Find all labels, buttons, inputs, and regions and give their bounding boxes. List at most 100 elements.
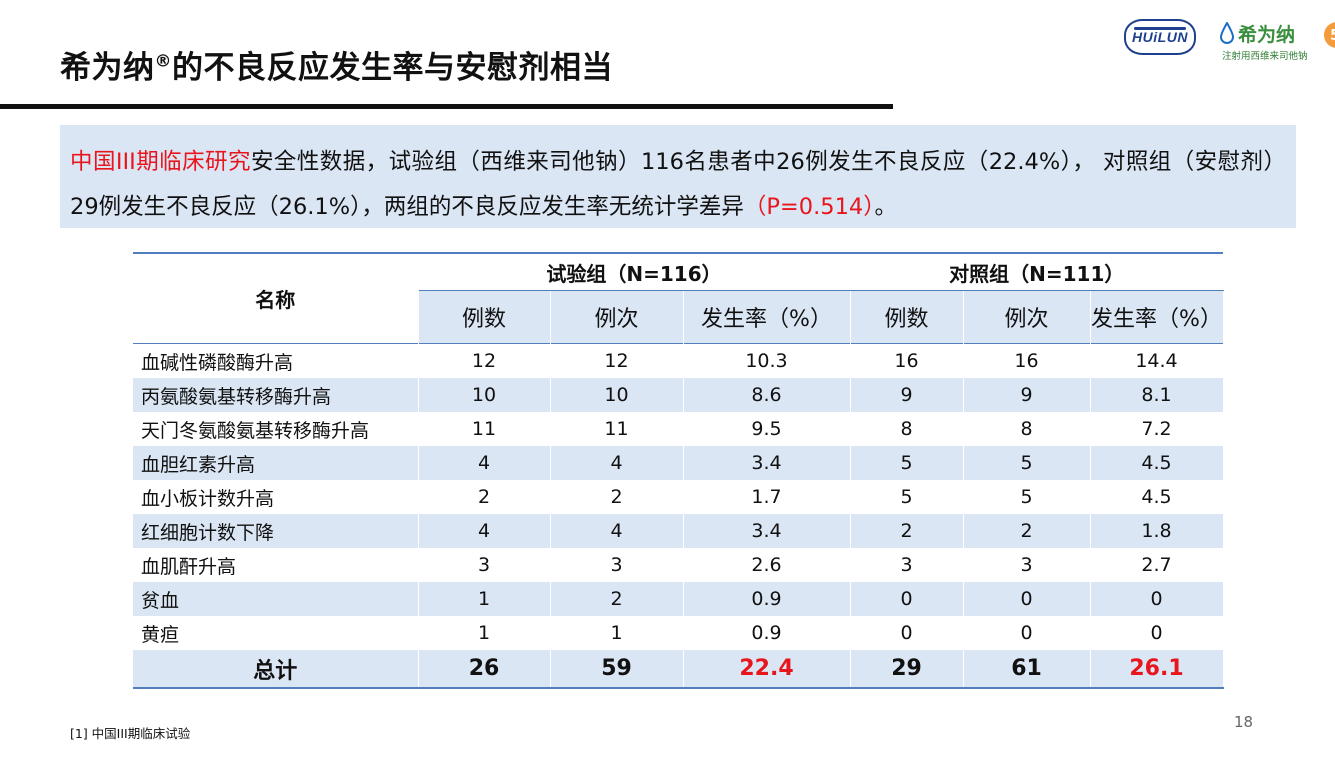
table-cell: 14.4	[1090, 343, 1224, 378]
total-label: 总计	[133, 650, 419, 689]
table-cell: 10	[550, 378, 684, 412]
table-cell: 2	[418, 480, 551, 514]
table-cell: 10.3	[683, 343, 851, 378]
table-cell: 4	[550, 446, 684, 480]
total-cell: 61	[963, 650, 1091, 689]
summary-text: 安全性数据，试验组（西维来司他钠）116名患者中26例发生不良反应（22.4%）…	[70, 149, 1286, 220]
table-cell: 2	[550, 480, 684, 514]
table-cell: 9.5	[683, 412, 851, 446]
table-cell: 16	[850, 343, 964, 378]
table-subheader-row: 例数 例次 发生率（%） 例数 例次 发生率（%）	[133, 290, 1224, 344]
table-cell: 8.1	[1090, 378, 1224, 412]
total-rate-cell: 22.4	[683, 650, 851, 689]
table-cell: 2.7	[1090, 548, 1224, 582]
table-cell: 11	[550, 412, 684, 446]
table-row: 天门冬氨酸氨基转移酶升高 11 11 9.5 8 8 7.2	[133, 412, 1224, 446]
table-cell: 12	[550, 343, 684, 378]
table-cell: 0	[963, 616, 1091, 650]
total-cell: 29	[850, 650, 964, 689]
table-cell: 0	[963, 582, 1091, 616]
row-name: 红细胞计数下降	[133, 514, 419, 548]
summary-highlight: 中国III期临床研究	[70, 149, 251, 175]
table-row: 血小板计数升高 2 2 1.7 5 5 4.5	[133, 480, 1224, 514]
registered-mark: ®	[154, 51, 172, 72]
subheader-cell: 例数	[418, 290, 551, 344]
group-b-header: 对照组（N=111）	[850, 252, 1224, 291]
table-cell: 16	[963, 343, 1091, 378]
table-cell: 3	[850, 548, 964, 582]
table-row: 红细胞计数下降 4 4 3.4 2 2 1.8	[133, 514, 1224, 548]
row-name: 血碱性磷酸酶升高	[133, 343, 419, 378]
summary-box: 中国III期临床研究安全性数据，试验组（西维来司他钠）116名患者中26例发生不…	[60, 125, 1296, 228]
table-row: 贫血 1 2 0.9 0 0 0	[133, 582, 1224, 616]
table-cell: 2	[550, 582, 684, 616]
table-cell: 2	[963, 514, 1091, 548]
brand-badge: 5	[1324, 22, 1335, 48]
table-cell: 2.6	[683, 548, 851, 582]
table-cell: 3.4	[683, 514, 851, 548]
table-cell: 3	[418, 548, 551, 582]
table-cell: 0	[1090, 616, 1224, 650]
table-cell: 0	[850, 582, 964, 616]
total-rate-cell: 26.1	[1090, 650, 1224, 689]
table-cell: 4	[550, 514, 684, 548]
total-row: 总计 26 59 22.4 29 61 26.1	[133, 650, 1224, 689]
row-name: 血胆红素升高	[133, 446, 419, 480]
table-cell: 4	[418, 514, 551, 548]
subheader-cell: 例次	[963, 290, 1091, 344]
table-cell: 11	[418, 412, 551, 446]
summary-p-value: （P=0.514）	[743, 194, 875, 220]
row-name: 血小板计数升高	[133, 480, 419, 514]
table-cell: 5	[850, 446, 964, 480]
row-name: 天门冬氨酸氨基转移酶升高	[133, 412, 419, 446]
page-number: 18	[1234, 713, 1254, 731]
water-drop-icon	[1220, 22, 1234, 44]
total-cell: 59	[550, 650, 684, 689]
subheader-cell: 例数	[850, 290, 964, 344]
title-underline	[0, 104, 893, 109]
table-cell: 5	[850, 480, 964, 514]
brand-subtitle: 注射用西维来司他钠	[1222, 51, 1308, 62]
huilun-logo-text: HUiLUN	[1132, 29, 1188, 45]
subheader-cell: 发生率（%）	[1090, 290, 1224, 344]
subheader-cell: 发生率（%）	[683, 290, 851, 344]
table-cell: 3	[963, 548, 1091, 582]
table-cell: 9	[963, 378, 1091, 412]
table-cell: 4.5	[1090, 446, 1224, 480]
table-header-row: 名称 试验组（N=116） 对照组（N=111）	[133, 252, 1224, 344]
table-cell: 8.6	[683, 378, 851, 412]
table-cell: 3	[550, 548, 684, 582]
subheader-cell: 例次	[550, 290, 684, 344]
table-cell: 2	[850, 514, 964, 548]
table-cell: 0	[850, 616, 964, 650]
row-name: 黄疸	[133, 616, 419, 650]
row-name: 丙氨酸氨基转移酶升高	[133, 378, 419, 412]
table-cell: 0	[1090, 582, 1224, 616]
page-title: 希为纳®的不良反应发生率与安慰剂相当	[60, 42, 613, 87]
table-row: 血碱性磷酸酶升高 12 12 10.3 16 16 14.4	[133, 343, 1224, 378]
table-cell: 10	[418, 378, 551, 412]
title-rest: 的不良反应发生率与安慰剂相当	[172, 50, 613, 86]
table-cell: 4.5	[1090, 480, 1224, 514]
table-cell: 1	[418, 616, 551, 650]
table-cell: 0.9	[683, 582, 851, 616]
total-cell: 26	[418, 650, 551, 689]
table-cell: 3.4	[683, 446, 851, 480]
table-cell: 12	[418, 343, 551, 378]
table-cell: 1	[418, 582, 551, 616]
row-name: 血肌酐升高	[133, 548, 419, 582]
group-a-header: 试验组（N=116）	[418, 252, 851, 291]
table-cell: 8	[850, 412, 964, 446]
brand-logo: 希为纳 注射用西维来司他钠 5	[1220, 16, 1335, 62]
table-cell: 1.8	[1090, 514, 1224, 548]
row-name: 贫血	[133, 582, 419, 616]
table-cell: 1	[550, 616, 684, 650]
brand-name: 希为纳	[1238, 24, 1296, 46]
table-cell: 1.7	[683, 480, 851, 514]
table-row: 血胆红素升高 4 4 3.4 5 5 4.5	[133, 446, 1224, 480]
table-row: 血肌酐升高 3 3 2.6 3 3 2.7	[133, 548, 1224, 582]
huilun-logo: HUiLUN	[1124, 19, 1196, 55]
footnote: [1] 中国III期临床试验	[70, 726, 191, 741]
table-cell: 5	[963, 480, 1091, 514]
title-brand: 希为纳	[60, 50, 155, 86]
